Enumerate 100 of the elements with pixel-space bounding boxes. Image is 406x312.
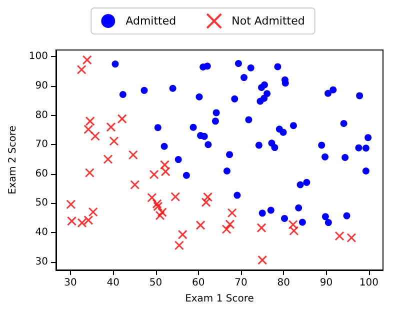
point: [355, 144, 362, 152]
point: [90, 131, 100, 141]
point: [147, 192, 157, 202]
point: [245, 116, 252, 124]
y-tick-label: 90: [35, 80, 48, 92]
point: [174, 240, 184, 250]
x-tick-label: 80: [277, 278, 290, 288]
point: [362, 167, 370, 174]
point: [256, 98, 264, 105]
point: [324, 219, 332, 226]
point: [204, 62, 211, 70]
point: [298, 218, 306, 226]
point: [258, 84, 265, 91]
y-tick-label: 50: [35, 198, 48, 209]
point: [364, 134, 372, 142]
x-tick-label: 100: [359, 278, 378, 288]
point: [256, 223, 266, 233]
point: [212, 109, 220, 116]
point: [324, 90, 332, 97]
point: [128, 150, 138, 160]
point: [346, 233, 356, 243]
point: [247, 64, 254, 72]
point: [295, 204, 302, 212]
point: [170, 192, 180, 202]
point: [258, 210, 266, 217]
point: [106, 122, 116, 132]
point: [109, 136, 119, 146]
point: [190, 124, 197, 131]
y-tick-label: 60: [35, 168, 48, 180]
point: [255, 142, 262, 149]
point: [322, 153, 329, 160]
point: [268, 140, 276, 147]
point: [178, 230, 188, 240]
point: [264, 90, 271, 98]
point: [334, 231, 344, 241]
point: [103, 154, 113, 164]
point: [296, 181, 304, 188]
point: [117, 114, 127, 124]
point: [222, 224, 232, 234]
point: [76, 64, 86, 74]
point: [204, 141, 212, 148]
point: [154, 124, 162, 132]
y-tick-label: 40: [35, 227, 48, 238]
point: [280, 128, 287, 136]
point: [340, 120, 348, 128]
point: [140, 86, 148, 94]
point: [267, 206, 274, 214]
x-tick-label: 70: [234, 278, 248, 288]
point: [77, 218, 87, 228]
point: [274, 63, 282, 70]
point: [174, 156, 182, 164]
point: [67, 216, 77, 226]
legend-label: Not Admitted: [232, 14, 305, 28]
point: [234, 192, 241, 199]
y-tick-label: 30: [35, 256, 48, 268]
point: [318, 142, 326, 149]
point: [231, 95, 238, 102]
point: [197, 132, 204, 140]
y-tick-label: 70: [35, 139, 48, 150]
point: [169, 84, 176, 92]
point: [225, 220, 235, 230]
point: [160, 142, 168, 150]
point: [196, 220, 206, 230]
point: [343, 212, 350, 220]
x-axis-title: Exam 1 Score: [185, 294, 254, 304]
point: [322, 213, 329, 220]
point: [149, 170, 159, 180]
x-tick-label: 30: [64, 278, 77, 288]
legend-label: Admitted: [126, 14, 176, 28]
point: [226, 151, 234, 158]
point: [196, 93, 203, 100]
point: [130, 180, 140, 190]
point: [112, 60, 119, 68]
point: [152, 199, 162, 209]
point: [227, 208, 237, 218]
point: [88, 207, 98, 217]
y-tick-label: 100: [28, 51, 48, 62]
point: [182, 172, 190, 179]
y-tick-label: 80: [35, 110, 48, 121]
y-axis-title: Exam 2 Score: [8, 126, 18, 194]
point: [84, 215, 94, 225]
point: [82, 55, 92, 65]
point: [258, 255, 268, 265]
point: [356, 92, 364, 100]
point: [234, 60, 242, 67]
point: [119, 91, 126, 98]
point: [84, 168, 94, 178]
point: [240, 74, 248, 82]
point: [66, 200, 76, 210]
point: [290, 122, 297, 130]
point: [342, 154, 349, 162]
x-tick-label: 60: [192, 278, 205, 288]
point: [330, 86, 337, 94]
point: [282, 80, 289, 87]
x-tick-label: 40: [106, 278, 120, 288]
point: [303, 178, 310, 186]
x-tick-label: 50: [149, 278, 162, 288]
point: [362, 144, 370, 152]
point: [281, 214, 288, 222]
x-tick-label: 90: [320, 278, 333, 288]
